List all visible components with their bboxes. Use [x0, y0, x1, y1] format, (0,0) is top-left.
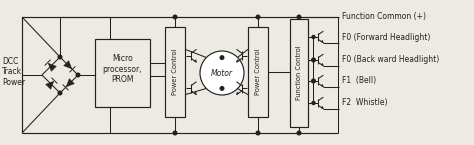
- Text: F2  Whistle): F2 Whistle): [342, 98, 388, 107]
- Circle shape: [220, 87, 224, 90]
- Bar: [95, 39, 150, 107]
- Circle shape: [76, 73, 80, 77]
- Circle shape: [312, 36, 315, 39]
- Polygon shape: [64, 61, 72, 69]
- Circle shape: [256, 131, 260, 135]
- Circle shape: [312, 79, 315, 83]
- Text: Function Common (+): Function Common (+): [342, 12, 426, 21]
- Text: F0 (Forward Headlight): F0 (Forward Headlight): [342, 32, 430, 41]
- Polygon shape: [321, 63, 323, 66]
- Polygon shape: [66, 79, 74, 87]
- Circle shape: [312, 58, 315, 61]
- Text: F1  (Bell): F1 (Bell): [342, 77, 376, 86]
- Polygon shape: [194, 92, 197, 95]
- Text: Micro
processor,
PROM: Micro processor, PROM: [103, 54, 142, 84]
- Polygon shape: [321, 106, 323, 109]
- Polygon shape: [46, 81, 54, 89]
- Circle shape: [256, 15, 260, 19]
- Polygon shape: [237, 60, 239, 62]
- Bar: [165, 27, 185, 117]
- Circle shape: [173, 15, 177, 19]
- Circle shape: [173, 131, 177, 135]
- Polygon shape: [194, 60, 197, 62]
- Text: DCC
Track
Power: DCC Track Power: [2, 57, 25, 87]
- Circle shape: [200, 51, 244, 95]
- Circle shape: [297, 131, 301, 135]
- Circle shape: [58, 91, 62, 95]
- Polygon shape: [321, 84, 323, 87]
- Polygon shape: [237, 92, 239, 95]
- Circle shape: [297, 15, 301, 19]
- Text: Power Control: Power Control: [172, 49, 178, 95]
- Polygon shape: [48, 63, 56, 71]
- Circle shape: [58, 55, 62, 59]
- Text: Power Control: Power Control: [255, 49, 261, 95]
- Circle shape: [312, 102, 315, 105]
- Polygon shape: [321, 40, 323, 43]
- Circle shape: [312, 79, 315, 83]
- Bar: [290, 19, 308, 127]
- Circle shape: [220, 56, 224, 59]
- Text: Motor: Motor: [211, 68, 233, 77]
- Circle shape: [312, 58, 315, 62]
- Text: F0 (Back ward Headlight): F0 (Back ward Headlight): [342, 56, 439, 65]
- Text: Function Control: Function Control: [296, 46, 302, 100]
- Bar: [248, 27, 268, 117]
